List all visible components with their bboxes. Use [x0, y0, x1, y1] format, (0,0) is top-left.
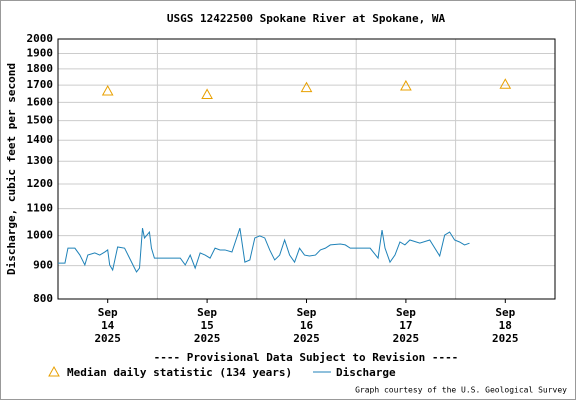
- y-tick-label: 1100: [27, 202, 54, 215]
- median-marker: [499, 78, 512, 89]
- annotation: ---- Provisional Data Subject to Revisio…: [154, 351, 459, 364]
- median-marker: [101, 84, 114, 96]
- y-tick-label: 1400: [27, 133, 54, 146]
- y-tick-label: 1700: [27, 78, 54, 91]
- y-tick-label: 1300: [27, 154, 54, 167]
- legend-label: Discharge: [336, 366, 396, 379]
- x-tick-label: Sep 18 2025: [492, 306, 519, 345]
- y-tick-label: 1800: [27, 62, 54, 75]
- y-tick-label: 1900: [27, 47, 54, 60]
- discharge-line: [58, 227, 470, 273]
- plot-frame: [57, 38, 556, 300]
- y-tick-label: 2000: [27, 32, 54, 45]
- y-tick-label: 1000: [27, 229, 54, 242]
- x-tick-label: Sep 15 2025: [194, 306, 221, 345]
- median-marker: [400, 79, 412, 91]
- median-marker: [300, 81, 313, 93]
- credit: Graph courtesy of the U.S. Geological Su…: [355, 386, 567, 395]
- chart-title: USGS 12422500 Spokane River at Spokane, …: [167, 12, 446, 25]
- median-marker: [201, 88, 213, 99]
- y-tick-label: 1600: [27, 95, 54, 108]
- y-axis-label: Discharge, cubic feet per second: [5, 63, 18, 275]
- y-tick-label: 900: [33, 259, 53, 272]
- legend-marker: [48, 365, 60, 377]
- legend-label: Median daily statistic (134 years): [67, 366, 292, 379]
- y-tick-label: 800: [33, 292, 53, 305]
- x-tick-label: Sep 14 2025: [94, 306, 121, 345]
- y-tick-label: 1200: [27, 177, 54, 190]
- x-tick-label: Sep 17 2025: [393, 306, 420, 345]
- x-tick-label: Sep 16 2025: [293, 306, 320, 345]
- y-tick-label: 1500: [27, 114, 54, 127]
